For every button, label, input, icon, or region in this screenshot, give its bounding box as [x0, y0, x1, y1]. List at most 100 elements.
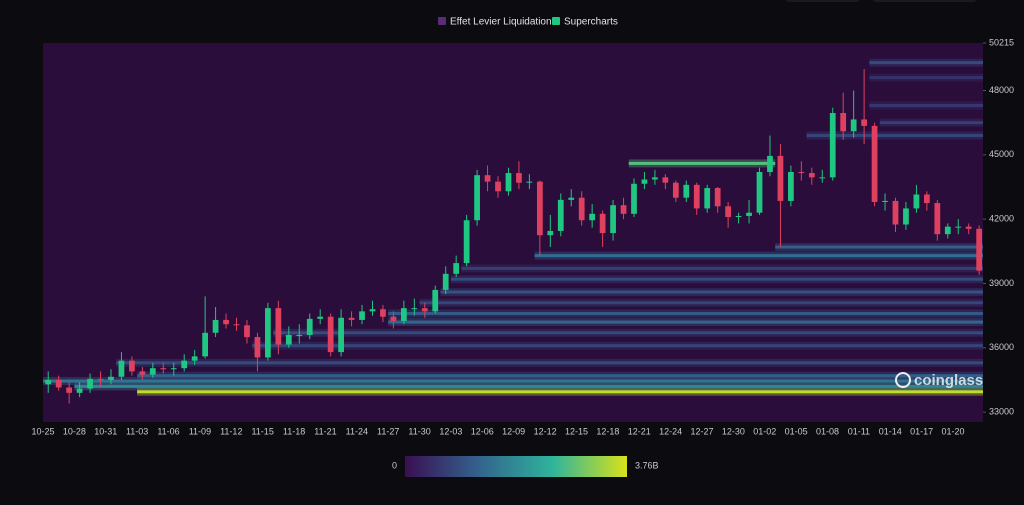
y-tick-label: 36000 [989, 342, 1014, 352]
y-tick-label: 50215 [989, 37, 1014, 47]
candle-body [871, 125, 878, 202]
candle-body [45, 379, 52, 385]
x-tick-label: 01-05 [785, 426, 808, 436]
x-tick-label: 12-15 [565, 426, 588, 436]
candle-body [976, 228, 983, 271]
x-tick-label: 12-30 [722, 426, 745, 436]
heat-band [273, 331, 983, 335]
candle-body [390, 316, 397, 322]
candle-body [411, 308, 418, 310]
candle-body [421, 308, 428, 312]
candle-body [505, 173, 512, 192]
heat-band [419, 301, 983, 305]
heat-band [440, 290, 983, 294]
candle-body [526, 181, 533, 183]
candle-body [495, 181, 501, 192]
candle-body [108, 376, 114, 380]
x-tick-label: 11-18 [283, 426, 305, 436]
x-tick-label: 01-20 [942, 426, 965, 436]
candle-body [160, 368, 167, 370]
axes: 33000 36000 39000 42000 45000 48000 50215 10-25… [31, 37, 1014, 436]
x-tick-label: 01-14 [879, 426, 902, 436]
candle-body [463, 220, 470, 264]
x-tick-label: 12-27 [690, 426, 713, 436]
candle-body [798, 171, 805, 174]
x-tick-label: 01-11 [848, 426, 870, 436]
candle-body [275, 308, 282, 345]
candle-body [923, 194, 930, 204]
candle-body [767, 155, 773, 172]
y-tick-label: 48000 [989, 85, 1014, 95]
candle-body [484, 175, 491, 182]
x-tick-label: 11-21 [314, 426, 336, 436]
heat-band [775, 245, 983, 249]
colorbar [405, 456, 627, 477]
legend-label[interactable]: Effet Levier Liquidation [450, 17, 552, 28]
heat-fill [43, 43, 983, 422]
candle-body [338, 317, 344, 353]
heat-band [388, 320, 983, 324]
candle-body [934, 203, 941, 235]
candle-body [944, 226, 951, 235]
candle-body [181, 360, 188, 369]
candle-body [400, 308, 407, 322]
heat-band [137, 374, 983, 378]
heat-band [869, 104, 983, 108]
heatmap [43, 43, 983, 422]
candle-body [725, 206, 732, 218]
candle-body [672, 182, 679, 198]
x-tick-label: 12-09 [502, 426, 525, 436]
candle-body [662, 177, 669, 183]
watermark: coinglass [895, 372, 983, 389]
x-tick-label: 10-25 [31, 426, 54, 436]
candle-body [882, 200, 888, 202]
candles [45, 69, 983, 404]
legend-label[interactable]: Supercharts [564, 17, 618, 28]
legend-swatch[interactable] [438, 17, 446, 25]
candle-body [453, 263, 460, 274]
candle-body [265, 308, 271, 358]
candle-body [516, 173, 522, 183]
candle-body [369, 309, 376, 312]
x-tick-label: 11-24 [346, 426, 368, 436]
candle-body [599, 213, 606, 234]
y-tick-label: 39000 [989, 278, 1014, 288]
candle-body [139, 371, 146, 375]
candle-body [913, 194, 920, 209]
candle-body [254, 337, 261, 358]
candle-body [641, 179, 648, 184]
x-tick-label: 12-21 [628, 426, 651, 436]
candle-body [788, 171, 794, 201]
candle-body [285, 334, 292, 345]
heat-band [116, 361, 983, 365]
candle-body [442, 273, 449, 290]
watermark-text: coinglass [914, 372, 983, 389]
candle-body [892, 200, 899, 225]
toolbar-button[interactable] [872, 0, 977, 2]
candle-body [296, 334, 303, 336]
candle-body [955, 226, 962, 228]
candle-body [348, 317, 355, 320]
legend-swatch[interactable] [552, 17, 560, 25]
candle-body [965, 226, 972, 229]
candle-body [536, 181, 543, 236]
candle-body [850, 119, 857, 132]
candle-body [631, 183, 637, 214]
x-tick-label: 10-28 [63, 426, 86, 436]
candle-body [97, 378, 104, 380]
colorbar-label: 0 [392, 460, 397, 470]
heat-band [388, 311, 983, 315]
candle-body [568, 197, 575, 200]
candle-body [149, 368, 156, 375]
candle-body [714, 188, 721, 207]
toolbar-button[interactable] [785, 0, 860, 2]
candle-body [223, 319, 229, 325]
y-tick-label: 42000 [989, 214, 1014, 224]
x-tick-label: 11-09 [189, 426, 211, 436]
candle-body [861, 119, 867, 126]
heat-band [43, 379, 983, 383]
heat-band [628, 161, 776, 165]
heat-band [869, 76, 983, 80]
